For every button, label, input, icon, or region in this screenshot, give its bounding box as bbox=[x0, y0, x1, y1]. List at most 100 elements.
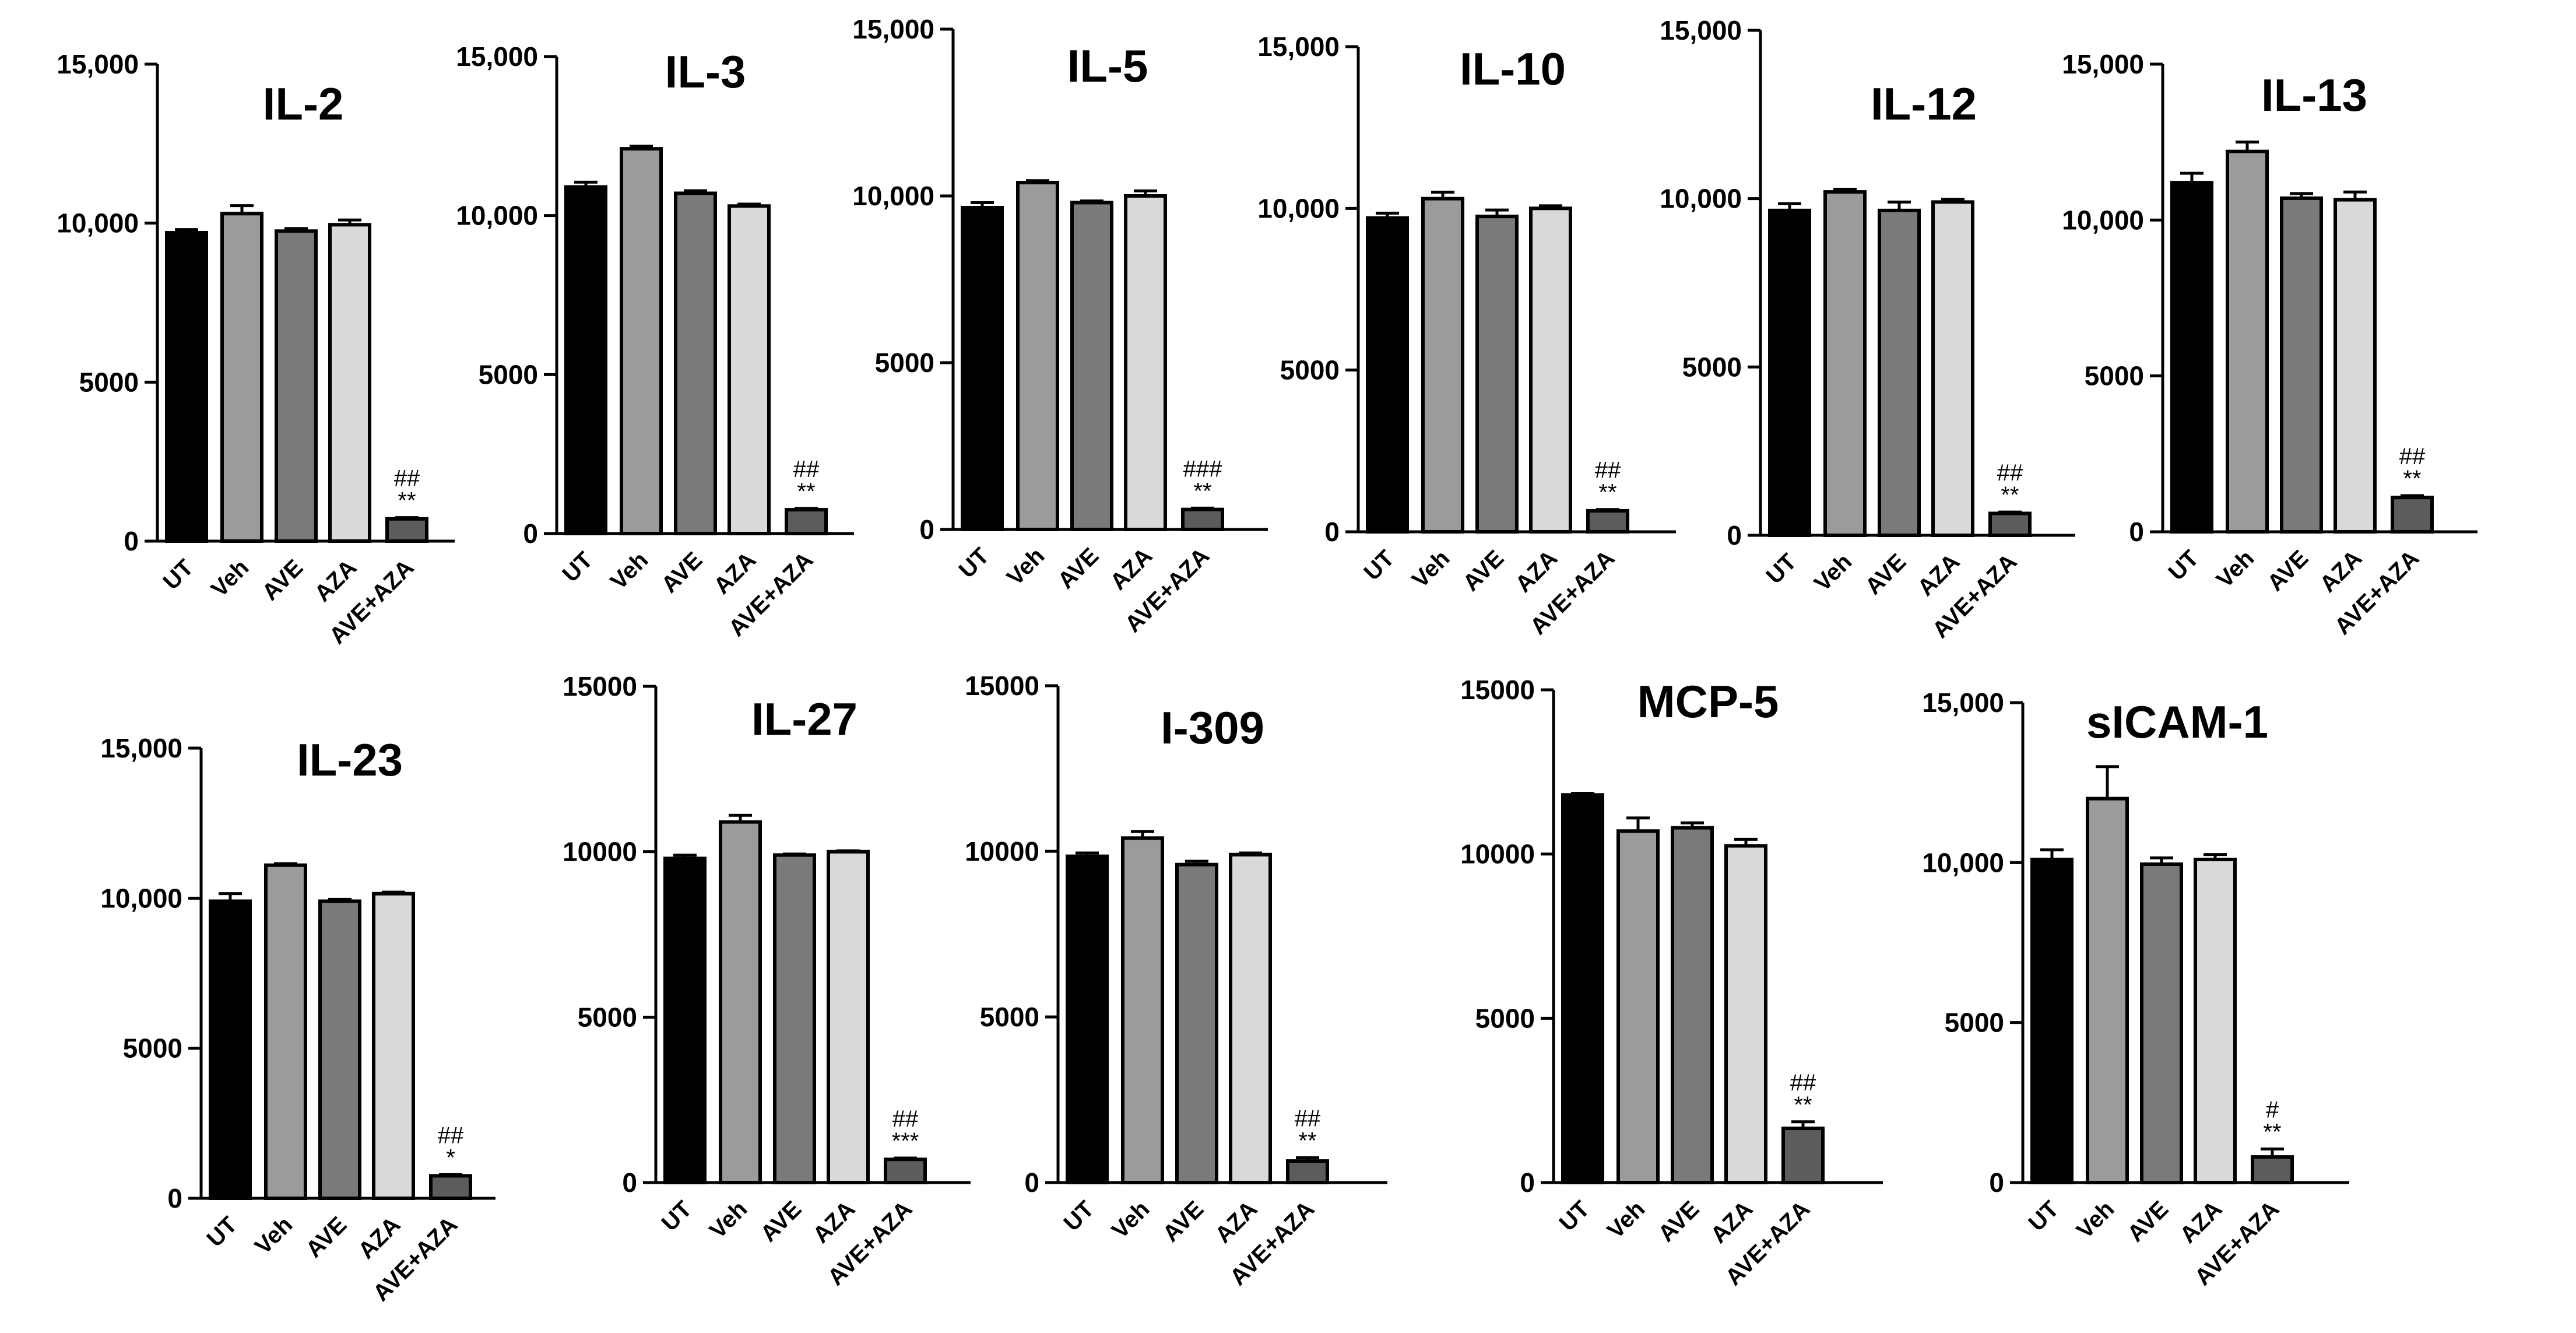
x-category-label: AVE bbox=[1653, 1196, 1704, 1247]
y-tick-label: 0 bbox=[523, 518, 538, 549]
x-category-label: UT bbox=[202, 1212, 243, 1252]
bar-aza bbox=[1529, 206, 1572, 534]
x-category-label: UT bbox=[558, 547, 598, 587]
significance-marker: ## bbox=[438, 1122, 464, 1148]
significance-marker: ## bbox=[892, 1106, 919, 1132]
significance-marker: ** bbox=[1794, 1092, 1812, 1118]
x-category-label: AZA bbox=[1913, 549, 1964, 601]
x-category-label: AVE bbox=[301, 1212, 352, 1262]
y-tick-label: 5000 bbox=[980, 1002, 1039, 1032]
bar-ut bbox=[2030, 857, 2074, 1184]
significance-marker: ## bbox=[793, 457, 820, 482]
bar-ave-aza bbox=[1181, 507, 1224, 531]
y-tick-label: 15,000 bbox=[852, 14, 934, 44]
bar-ave bbox=[2280, 196, 2323, 534]
bar-veh bbox=[1823, 190, 1867, 537]
y-tick-label: 0 bbox=[1324, 517, 1340, 547]
bar-ut bbox=[564, 185, 607, 535]
x-category-label: AZA bbox=[1105, 543, 1157, 595]
y-tick-label: 15000 bbox=[965, 671, 1039, 701]
bar-ave bbox=[1070, 201, 1113, 531]
y-tick-label: 10000 bbox=[563, 837, 637, 867]
x-category-label: UT bbox=[954, 543, 994, 583]
panel-title: IL-3 bbox=[665, 46, 746, 97]
bar-ave-aza bbox=[1988, 511, 2032, 537]
bar-aza bbox=[1724, 844, 1767, 1185]
x-category-label: Veh bbox=[206, 555, 254, 602]
bar-ut bbox=[1768, 208, 1811, 537]
panel-title: IL-5 bbox=[1067, 40, 1148, 92]
y-tick-label: 5000 bbox=[123, 1033, 182, 1064]
bar-ave-aza bbox=[2391, 496, 2434, 534]
panel-title: MCP-5 bbox=[1637, 676, 1779, 727]
x-category-label: UT bbox=[2164, 545, 2204, 585]
bar-aza bbox=[1931, 200, 1974, 537]
significance-marker: ## bbox=[2399, 444, 2426, 469]
bar-aza bbox=[328, 223, 371, 543]
y-tick-label: 15,000 bbox=[1257, 31, 1340, 62]
y-tick-label: 10,000 bbox=[2062, 205, 2144, 235]
bar-ave-aza bbox=[429, 1174, 472, 1201]
bar-ave-aza bbox=[1586, 508, 1629, 534]
y-tick-label: 5000 bbox=[875, 348, 934, 378]
x-category-label: AZA bbox=[2315, 545, 2367, 597]
y-tick-label: 0 bbox=[622, 1167, 637, 1198]
x-category-label: Veh bbox=[1407, 545, 1454, 592]
bar-ut bbox=[663, 857, 707, 1184]
y-tick-label: 5000 bbox=[1280, 355, 1340, 385]
bar-veh bbox=[719, 820, 762, 1184]
x-category-label: Veh bbox=[1002, 543, 1049, 590]
y-tick-label: 0 bbox=[2129, 517, 2144, 547]
y-tick-label: 10,000 bbox=[1257, 193, 1340, 223]
bar-veh bbox=[2086, 797, 2129, 1184]
y-tick-label: 0 bbox=[1024, 1167, 1039, 1198]
bar-aza bbox=[1124, 194, 1167, 531]
x-category-label: Veh bbox=[705, 1196, 752, 1243]
y-tick-label: 5000 bbox=[1945, 1008, 2004, 1038]
y-tick-label: 5000 bbox=[1682, 352, 1742, 382]
y-tick-label: 0 bbox=[919, 514, 934, 545]
significance-marker: ** bbox=[797, 479, 815, 504]
bar-ave-aza bbox=[385, 517, 428, 543]
y-tick-label: 0 bbox=[167, 1183, 182, 1213]
y-tick-label: 10,000 bbox=[852, 181, 934, 211]
x-category-label: AVE bbox=[2262, 545, 2313, 596]
significance-marker: ** bbox=[1598, 480, 1616, 506]
significance-marker: ** bbox=[398, 488, 416, 514]
x-category-label: Veh bbox=[1602, 1196, 1650, 1243]
x-category-label: Veh bbox=[1107, 1196, 1154, 1243]
x-category-label: AZA bbox=[310, 555, 361, 606]
bar-ave bbox=[1671, 826, 1714, 1184]
y-tick-label: 5000 bbox=[479, 359, 538, 390]
y-tick-label: 10000 bbox=[965, 836, 1039, 867]
y-tick-label: 5000 bbox=[578, 1002, 637, 1032]
significance-marker: ## bbox=[1295, 1106, 1321, 1131]
panel-title: IL-12 bbox=[1871, 78, 1977, 129]
significance-marker: ## bbox=[394, 466, 420, 492]
bar-ave bbox=[318, 899, 361, 1200]
significance-marker: ** bbox=[1298, 1128, 1316, 1153]
y-tick-label: 15,000 bbox=[456, 41, 538, 72]
bar-ut bbox=[1561, 793, 1604, 1185]
bar-ave-aza bbox=[2251, 1155, 2294, 1185]
x-category-label: UT bbox=[159, 555, 199, 595]
x-category-label: UT bbox=[1059, 1196, 1099, 1236]
x-category-label: Veh bbox=[1809, 549, 1857, 596]
y-tick-label: 5000 bbox=[1475, 1003, 1535, 1033]
panel-title: sICAM-1 bbox=[2086, 696, 2268, 748]
significance-marker: ** bbox=[1193, 478, 1211, 504]
bar-ave bbox=[2140, 862, 2183, 1184]
significance-marker: *** bbox=[892, 1128, 919, 1154]
bar-ave bbox=[674, 191, 717, 535]
significance-marker: ** bbox=[2403, 466, 2421, 492]
bar-aza bbox=[2333, 198, 2377, 534]
bar-aza bbox=[728, 204, 771, 536]
panel-title: IL-27 bbox=[751, 693, 858, 745]
significance-marker: ### bbox=[1183, 456, 1222, 482]
